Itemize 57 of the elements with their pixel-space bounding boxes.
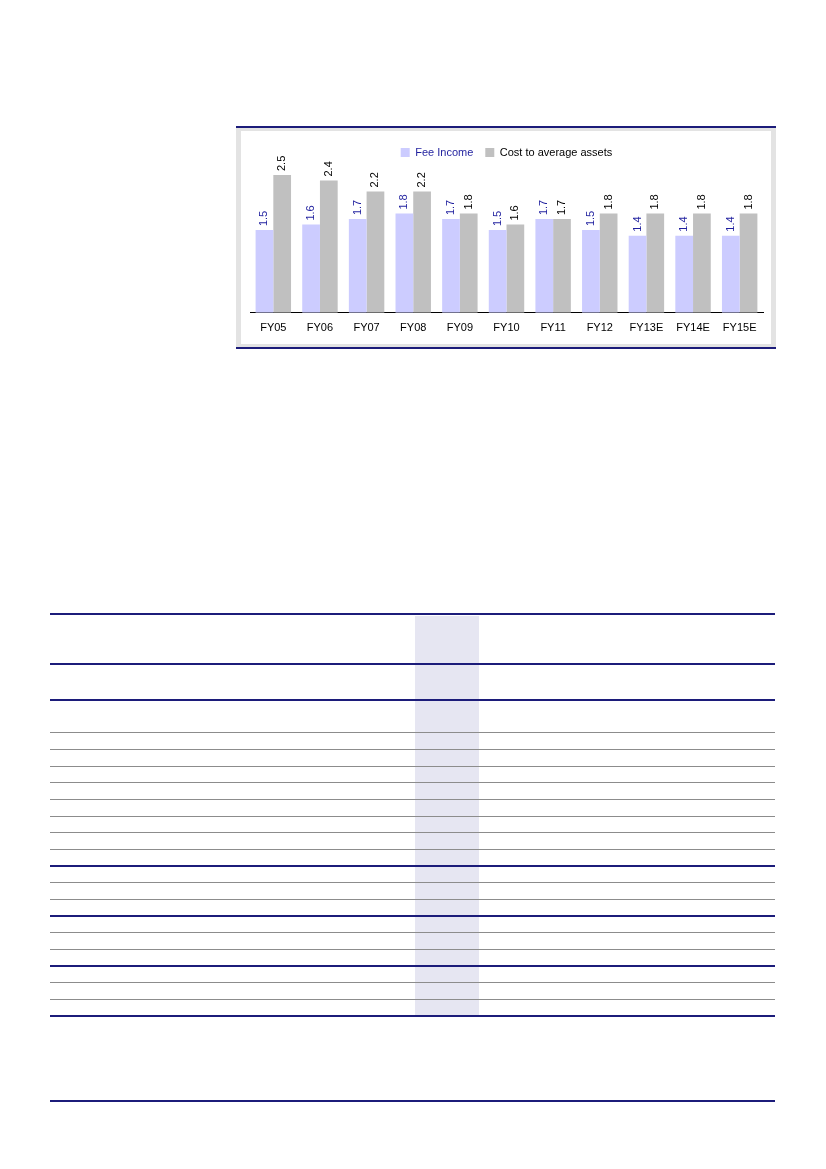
x-tick-label: FY05: [260, 321, 287, 334]
data-label: 2.5: [275, 155, 288, 171]
data-label: 1.6: [508, 205, 521, 221]
data-label: 1.7: [350, 199, 363, 216]
x-tick-label: FY12: [586, 321, 613, 334]
bar: [693, 213, 711, 313]
data-label: 1.4: [677, 216, 690, 232]
data-label: 1.8: [648, 194, 661, 210]
bar: [395, 213, 414, 313]
bar: [459, 213, 478, 313]
bar: [413, 191, 431, 313]
x-tick-label: FY11: [540, 321, 566, 334]
bar: [646, 213, 665, 313]
data-label: 1.8: [397, 194, 410, 210]
bar: [302, 224, 320, 313]
bar: [273, 175, 292, 313]
data-label: 1.8: [741, 194, 754, 210]
data-label: 1.8: [461, 194, 474, 210]
bar: [366, 191, 385, 313]
data-label: 1.8: [601, 194, 614, 210]
x-tick-label: FY09: [446, 321, 474, 334]
x-tick-label: FY13E: [629, 321, 664, 334]
data-label: 1.7: [444, 199, 457, 216]
bar: [628, 235, 647, 313]
data-label: 2.2: [368, 172, 381, 188]
bar: [739, 213, 758, 313]
data-label: 1.5: [583, 210, 596, 227]
bar: [599, 213, 618, 313]
data-label: 1.7: [555, 199, 568, 216]
legend-label: Fee Income: [415, 145, 474, 158]
bar: [582, 230, 600, 313]
x-tick-label: FY10: [493, 321, 520, 334]
x-tick-label: FY14E: [676, 321, 710, 334]
bar: [255, 230, 274, 313]
bar: [535, 219, 554, 313]
data-label: 1.6: [304, 205, 317, 221]
bar: [442, 219, 460, 313]
bar: [721, 235, 740, 313]
legend-label: Cost to average assets: [499, 145, 613, 158]
data-label: 1.4: [723, 216, 736, 232]
bar: [488, 230, 507, 313]
bar: [348, 219, 367, 313]
data-label: 1.4: [630, 216, 643, 232]
data-label: 2.4: [321, 161, 334, 177]
bar: [675, 235, 694, 313]
data-label: 1.5: [257, 210, 270, 227]
x-tick-label: FY15E: [722, 321, 757, 334]
x-tick-label: FY08: [400, 321, 427, 334]
data-label: 2.2: [415, 172, 428, 188]
bar: [319, 180, 338, 313]
data-label: 1.8: [694, 194, 707, 210]
x-tick-label: FY06: [306, 321, 334, 334]
bar: [553, 219, 571, 313]
data-label: 1.5: [490, 210, 503, 227]
data-label: 1.7: [537, 199, 550, 216]
x-tick-label: FY07: [353, 321, 380, 334]
bar: [506, 224, 525, 313]
